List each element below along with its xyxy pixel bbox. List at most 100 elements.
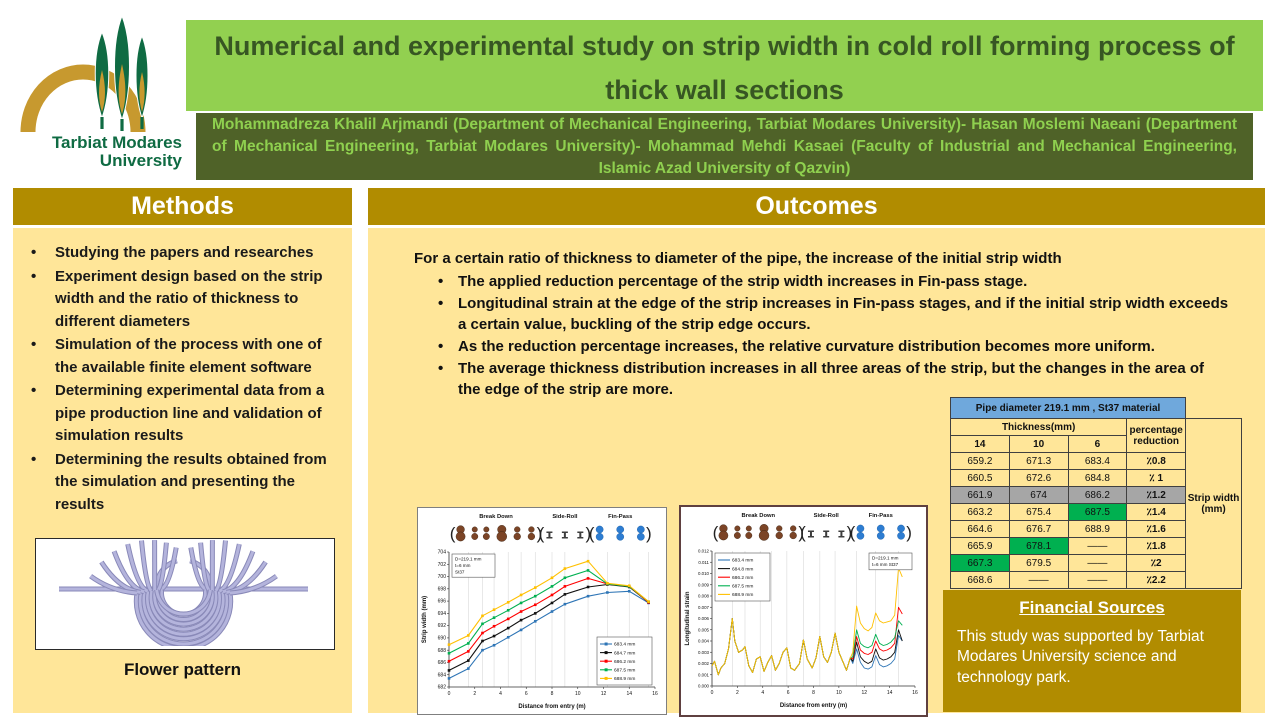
svg-text:2: 2: [736, 690, 739, 696]
table-cell: 679.5: [1008, 554, 1069, 572]
svg-text:700: 700: [438, 574, 447, 580]
svg-text:694: 694: [438, 611, 447, 617]
table-cell: ——: [1008, 571, 1069, 589]
svg-text:16: 16: [912, 690, 918, 696]
university-logo-graphic: [20, 14, 149, 133]
table-cell: ——: [1067, 571, 1128, 589]
svg-text:(: (: [850, 523, 856, 542]
svg-text:683.4 mm: 683.4 mm: [614, 642, 635, 648]
table-cell: 683.4: [1067, 452, 1128, 470]
table-cell: 686.2: [1067, 486, 1128, 504]
table-cell: ٪2.2: [1126, 571, 1187, 589]
list-item: The applied reduction percentage of the …: [432, 271, 1229, 292]
poster-title-line2: thick wall sections: [605, 75, 844, 105]
table-cell: 674: [1008, 486, 1069, 504]
svg-text:686: 686: [438, 660, 447, 666]
svg-text:): ): [646, 524, 652, 543]
svg-text:0: 0: [448, 691, 451, 697]
table-cell: 671.3: [1008, 452, 1069, 470]
svg-text:688.9 mm: 688.9 mm: [732, 592, 753, 598]
svg-text:696: 696: [438, 599, 447, 605]
table-cell: ٪0.8: [1126, 452, 1187, 470]
poster-title: Numerical and experimental study on stri…: [186, 20, 1263, 111]
svg-text:12: 12: [601, 691, 607, 697]
table-cell: 665.9: [950, 537, 1010, 555]
list-item: As the reduction percentage increases, t…: [432, 336, 1229, 357]
svg-text:0.004: 0.004: [698, 639, 710, 644]
svg-text:Distance from entry (m): Distance from entry (m): [518, 704, 585, 710]
table-cell: ٪2: [1126, 554, 1187, 572]
svg-text:686.2 mm: 686.2 mm: [614, 659, 635, 665]
logo-text-line2: University: [99, 150, 182, 170]
svg-text:687.5 mm: 687.5 mm: [614, 668, 635, 674]
table-cell: ٪1.2: [1126, 486, 1187, 504]
svg-text:704: 704: [438, 550, 447, 556]
svg-text:4: 4: [499, 691, 502, 697]
svg-text:Fin-Pass: Fin-Pass: [608, 514, 632, 520]
svg-text:t=6 mm: t=6 mm: [455, 563, 471, 568]
list-item: The average thickness distribution incre…: [432, 358, 1229, 400]
logo-arch: [20, 64, 146, 133]
strip-width-chart: 682 684 686 688 690 692 694 696 698 700 702 704 0 2 4 6…: [417, 507, 667, 715]
longitudinal-strain-chart: 0.000 0.001 0.002 0.003 0.004 0.005 0.006 0.007…: [679, 505, 928, 717]
methods-bullet-list: Studying the papers and researchesExperi…: [13, 228, 352, 516]
svg-text:(: (: [800, 523, 806, 542]
methods-panel: Studying the papers and researchesExperi…: [13, 228, 352, 713]
svg-text:12: 12: [861, 690, 867, 696]
table-cell: ٪1.4: [1126, 503, 1187, 521]
svg-text:0.009: 0.009: [698, 582, 710, 587]
svg-text:0.006: 0.006: [698, 616, 710, 621]
table-cell: 6: [1067, 435, 1128, 453]
svg-text:684: 684: [438, 672, 447, 678]
table-cell: ٪ 1: [1126, 469, 1187, 487]
svg-text:Break Down: Break Down: [479, 514, 513, 520]
svg-text:Fin-Pass: Fin-Pass: [869, 513, 893, 519]
svg-text:(: (: [713, 523, 719, 542]
table-cell: 663.2: [950, 503, 1010, 521]
financial-sources-heading: Financial Sources: [1019, 598, 1165, 617]
svg-text:698: 698: [438, 586, 447, 592]
strip-width-chart-svg: 682 684 686 688 690 692 694 696 698 700 702 704 0 2 4 6…: [422, 514, 658, 710]
table-cell: 10: [1008, 435, 1069, 453]
svg-text:0.001: 0.001: [698, 672, 710, 677]
svg-text:(: (: [589, 524, 595, 543]
svg-text:692: 692: [438, 623, 447, 629]
svg-text:Break Down: Break Down: [742, 513, 776, 519]
table-cell: 667.3: [950, 554, 1010, 572]
svg-text:6: 6: [787, 690, 790, 696]
svg-text:688.9 mm: 688.9 mm: [614, 676, 635, 682]
svg-text:St37: St37: [455, 569, 465, 574]
table-cell: 676.7: [1008, 520, 1069, 538]
outcomes-intro: For a certain ratio of thickness to diam…: [414, 250, 1062, 267]
svg-text:0.008: 0.008: [698, 594, 710, 599]
svg-text:686.2 mm: 686.2 mm: [732, 575, 753, 581]
svg-text:6: 6: [525, 691, 528, 697]
table-cell: ٪1.6: [1126, 520, 1187, 538]
svg-text:): ): [847, 523, 853, 542]
svg-text:0.000: 0.000: [698, 684, 710, 689]
svg-text:0.012: 0.012: [698, 549, 710, 554]
authors-banner: Mohammadreza Khalil Arjmandi (Department…: [196, 113, 1253, 180]
list-item: Longitudinal strain at the edge of the s…: [432, 293, 1229, 335]
list-item: Determining the results obtained from th…: [23, 449, 344, 517]
table-cell: Pipe diameter 219.1 mm , St37 material: [949, 397, 1187, 419]
outcomes-panel: For a certain ratio of thickness to diam…: [368, 228, 1265, 717]
svg-text:Distance from entry (m): Distance from entry (m): [780, 703, 847, 709]
table-cell: ——: [1067, 537, 1128, 555]
university-logo: Tarbiat Modares University: [12, 6, 190, 178]
table-cell: 688.9: [1067, 520, 1128, 538]
svg-text:0.011: 0.011: [698, 560, 709, 565]
longitudinal-strain-chart-svg: 0.000 0.001 0.002 0.003 0.004 0.005 0.006 0.007…: [685, 513, 918, 709]
list-item: Determining experimental data from a pip…: [23, 380, 344, 448]
svg-text:16: 16: [652, 691, 658, 697]
table-cell: Strip width (mm): [1185, 418, 1242, 589]
financial-sources-box: Financial Sources This study was support…: [943, 590, 1241, 712]
svg-text:2: 2: [473, 691, 476, 697]
svg-text:Longitudinal strain: Longitudinal strain: [685, 591, 691, 645]
flower-figure-caption: Flower pattern: [123, 660, 242, 679]
svg-text:687.5 mm: 687.5 mm: [732, 584, 753, 590]
svg-text:684.7 mm: 684.7 mm: [614, 650, 635, 656]
list-item: Studying the papers and researches: [23, 242, 344, 265]
logo-text-line1: Tarbiat Modares: [51, 133, 182, 152]
logo-cypress-trees: [94, 14, 149, 131]
